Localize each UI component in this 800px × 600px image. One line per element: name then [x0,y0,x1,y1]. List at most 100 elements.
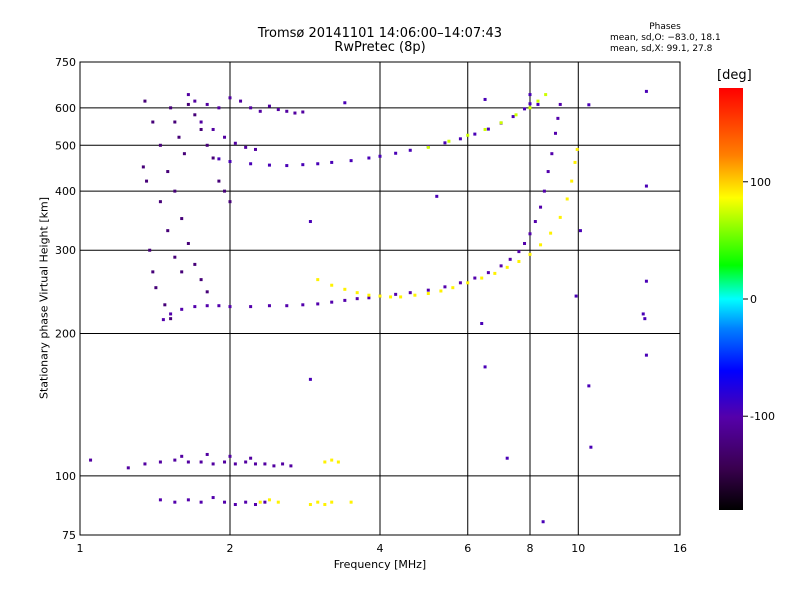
data-point [163,303,167,307]
data-point [330,283,334,287]
y-tick-label: 300 [55,244,76,257]
x-tick-label: 16 [673,542,687,555]
data-point [177,135,181,139]
data-point [399,295,403,299]
data-point [466,133,470,137]
data-point [285,304,289,308]
data-point [272,464,276,468]
data-point [205,143,209,147]
data-point [244,460,248,464]
data-point [249,305,253,309]
data-point [173,500,177,504]
data-point [217,106,221,110]
data-point [458,137,462,141]
data-point [517,259,521,263]
data-point [158,200,162,204]
data-point [355,291,359,295]
colorbar-tick-label: -100 [750,410,775,423]
data-point [316,302,320,306]
x-tick-label: 2 [227,542,234,555]
data-point [493,271,497,275]
data-point [180,270,184,274]
data-point [308,503,312,507]
data-point [426,292,430,296]
x-tick-labels: 1 2 4 6 8 10 16 [77,542,688,555]
data-point [199,120,203,124]
data-point [205,102,209,106]
data-point [536,99,540,103]
data-point [316,162,320,166]
data-point [233,462,237,466]
data-point [367,293,371,297]
data-point [443,141,447,145]
data-point [528,102,532,106]
colorbar [719,88,743,510]
data-point [223,460,227,464]
data-point [575,147,579,151]
data-point [228,305,232,309]
data-point [244,145,248,149]
data-point [458,281,462,285]
data-point [239,99,243,103]
data-point [143,99,147,103]
data-point [408,148,412,152]
data-point [193,262,197,266]
data-point [249,456,253,460]
data-point [173,120,177,124]
y-tick-label: 500 [55,139,76,152]
data-point [466,281,470,285]
data-point [330,500,334,504]
data-point [378,154,382,158]
data-point [253,147,257,151]
data-point [228,96,232,100]
colorbar-tick-label: 100 [750,176,771,189]
data-point [574,294,578,298]
data-point [289,464,293,468]
data-point [182,152,186,156]
data-point [205,304,209,308]
data-point [556,116,560,120]
data-point [550,152,554,156]
data-point [301,110,305,114]
data-point [228,454,232,458]
data-point [578,229,582,233]
data-point [301,303,305,307]
data-point [145,179,149,183]
data-point [308,377,312,381]
data-point [186,93,190,97]
data-point [253,462,257,466]
data-point [166,170,170,174]
data-point [205,290,209,294]
data-point [480,276,484,280]
data-point [217,157,221,161]
data-point [480,321,484,325]
data-point [249,106,253,110]
data-point [641,312,645,316]
phases-o-mode: mean, sd,O: −83.0, 18.1 [610,33,721,43]
data-point [223,135,227,139]
data-point [343,101,347,105]
data-point [330,160,334,164]
data-point [323,503,327,507]
colorbar-tick-label: 0 [750,293,757,306]
data-point [483,365,487,369]
data-point [539,243,543,247]
data-point [443,285,447,289]
y-tick-labels: 75 100 200 300 400 500 600 750 [55,56,76,542]
data-point [258,109,262,113]
data-point [169,317,173,321]
data-point [258,500,262,504]
data-point [158,460,162,464]
data-point [199,500,203,504]
data-point [276,108,280,112]
x-tick-label: 10 [571,542,585,555]
data-point [223,189,227,193]
data-point [199,460,203,464]
data-point [173,458,177,462]
data-point [544,93,548,97]
data-point [573,160,577,164]
data-point [349,159,353,163]
y-tick-label: 600 [55,102,76,115]
data-point [426,145,430,149]
x-tick-label: 4 [377,542,384,555]
